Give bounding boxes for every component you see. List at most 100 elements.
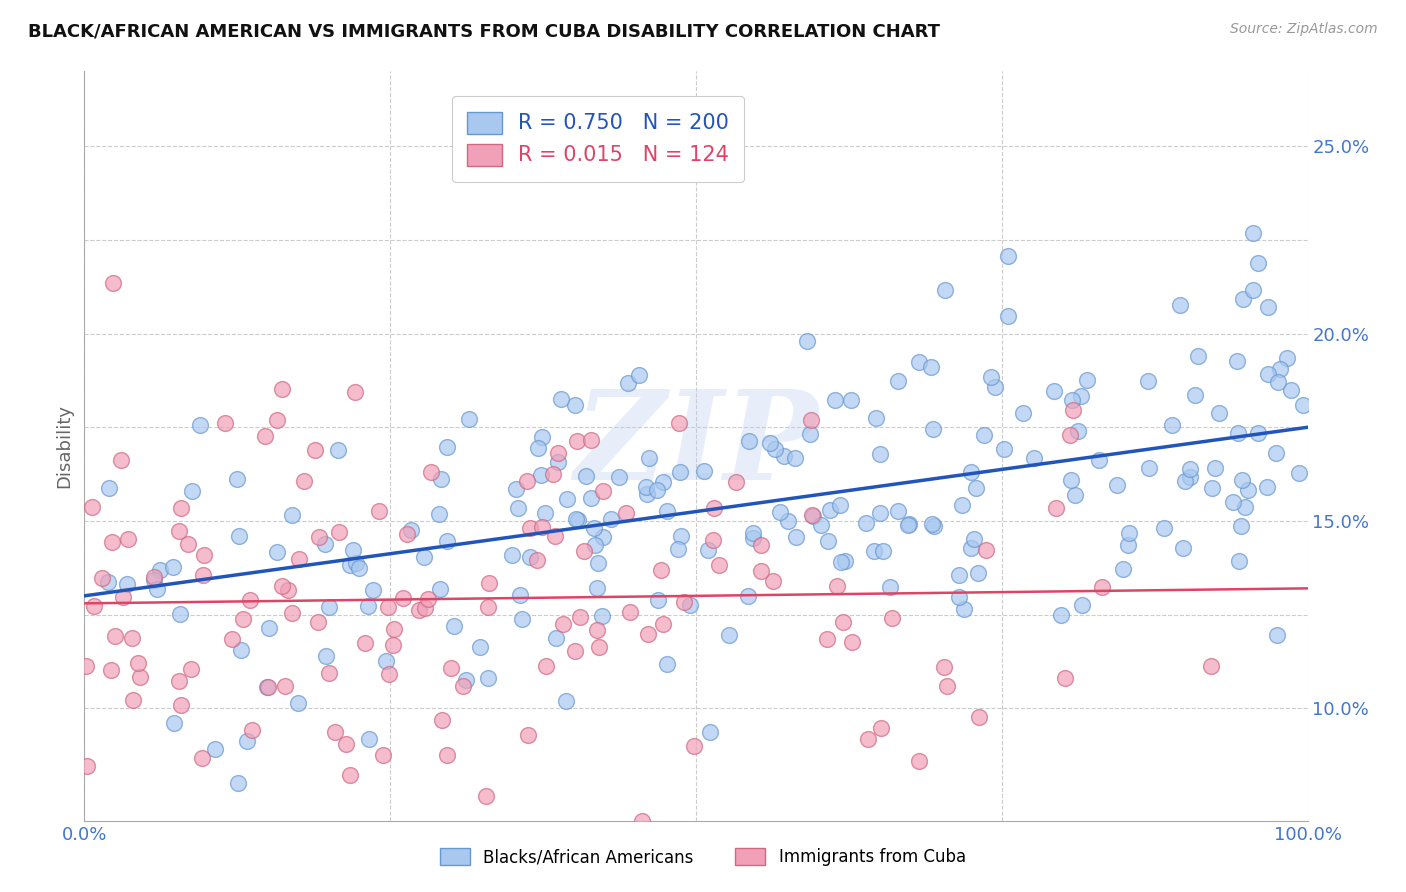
Point (749, 564, 772, 578)
Point (980, 369, 1002, 384)
Point (344, 384, 367, 399)
Point (973, 428, 995, 442)
Point (831, 615, 853, 629)
Point (1275, 351, 1298, 366)
Point (1241, 284, 1264, 298)
Point (318, 600, 340, 615)
Point (801, 509, 824, 524)
Point (737, 589, 759, 603)
Point (1180, 462, 1202, 476)
Point (581, 433, 603, 447)
Point (880, 611, 903, 625)
Point (83, 599, 105, 613)
Point (650, 563, 672, 577)
Point (935, 679, 957, 693)
Point (1237, 483, 1260, 497)
Point (232, 612, 254, 626)
Point (1062, 403, 1084, 417)
Point (110, 452, 132, 467)
Point (647, 593, 669, 607)
Point (436, 534, 458, 549)
Point (922, 519, 945, 533)
Point (564, 644, 586, 658)
Point (339, 768, 361, 782)
Point (399, 523, 422, 537)
Point (408, 602, 430, 616)
Point (361, 583, 384, 598)
Point (429, 507, 451, 521)
Point (257, 680, 280, 694)
Point (288, 552, 311, 566)
Point (477, 599, 499, 614)
Point (115, 577, 138, 591)
Point (1199, 658, 1222, 673)
Point (221, 632, 243, 647)
Point (76, 758, 98, 772)
Point (1063, 488, 1085, 502)
Point (1226, 354, 1249, 368)
Point (214, 416, 236, 430)
Point (190, 418, 212, 433)
Point (1204, 461, 1226, 475)
Point (314, 537, 336, 551)
Point (588, 640, 610, 655)
Point (567, 513, 589, 527)
Point (204, 741, 226, 756)
Point (328, 442, 350, 457)
Point (817, 533, 839, 548)
Point (530, 429, 553, 443)
Point (565, 434, 588, 448)
Point (533, 506, 555, 520)
Point (1137, 461, 1160, 475)
Point (167, 674, 190, 689)
Legend: Blacks/African Americans, Immigrants from Cuba: Blacks/African Americans, Immigrants fro… (432, 840, 974, 875)
Point (652, 616, 675, 631)
Point (544, 631, 567, 645)
Point (1241, 227, 1264, 241)
Y-axis label: Disability: Disability (55, 404, 73, 488)
Point (751, 538, 773, 552)
Point (742, 531, 765, 545)
Point (501, 548, 523, 562)
Point (229, 643, 252, 657)
Point (477, 671, 499, 685)
Point (287, 696, 309, 710)
Point (897, 518, 920, 533)
Point (993, 442, 1015, 456)
Point (382, 622, 405, 636)
Point (349, 561, 371, 575)
Point (932, 659, 955, 673)
Point (616, 376, 638, 390)
Point (373, 748, 395, 763)
Point (117, 532, 139, 546)
Point (1118, 525, 1140, 540)
Point (872, 544, 894, 558)
Point (671, 529, 693, 543)
Point (254, 429, 277, 443)
Point (1060, 473, 1083, 487)
Point (1288, 466, 1310, 480)
Point (478, 576, 501, 591)
Point (759, 435, 782, 450)
Point (1222, 494, 1244, 508)
Point (357, 599, 380, 614)
Point (1257, 367, 1279, 381)
Point (170, 698, 193, 712)
Point (530, 520, 553, 534)
Point (638, 451, 661, 466)
Point (104, 629, 127, 643)
Point (870, 721, 893, 735)
Point (378, 667, 401, 681)
Point (796, 334, 818, 348)
Point (181, 483, 204, 498)
Point (1279, 383, 1302, 397)
Point (655, 504, 678, 518)
Point (97, 481, 120, 495)
Point (381, 638, 404, 652)
Point (375, 654, 398, 668)
Point (97, 574, 120, 589)
Point (1076, 374, 1098, 388)
Point (856, 732, 879, 747)
Point (636, 480, 658, 494)
Point (1227, 425, 1250, 440)
